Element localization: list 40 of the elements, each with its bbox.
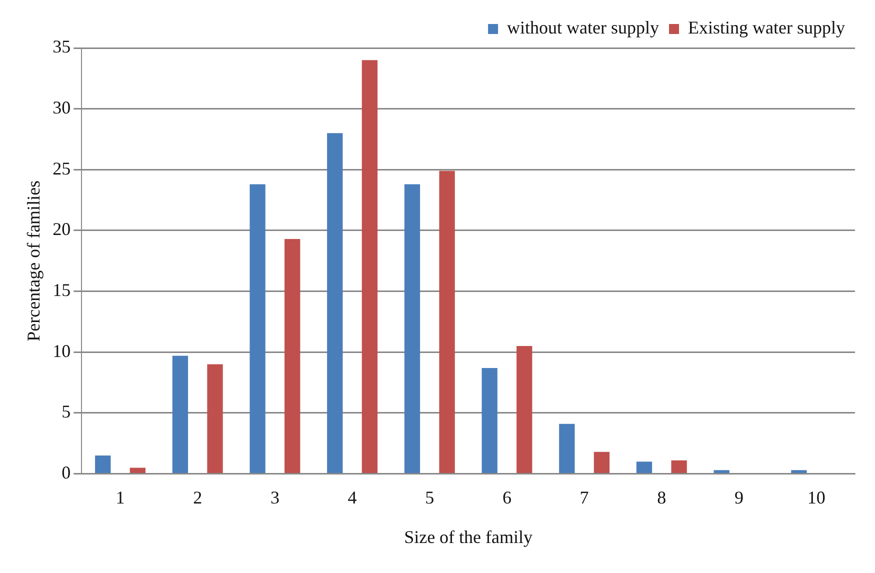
x-axis-title: Size of the family <box>404 526 533 547</box>
x-tick-label: 8 <box>657 487 666 508</box>
x-tick-label: 1 <box>116 487 125 508</box>
bar <box>439 170 455 474</box>
bar <box>671 460 687 474</box>
x-tick-label: 2 <box>193 487 202 508</box>
x-tick-label: 10 <box>807 487 826 508</box>
y-axis-title: Percentage of families <box>24 180 44 342</box>
bar <box>250 184 266 474</box>
x-tick-label: 4 <box>348 487 357 508</box>
x-tick-label: 5 <box>425 487 434 508</box>
bar <box>791 470 807 474</box>
bar <box>714 470 730 474</box>
bar <box>404 184 420 474</box>
bar <box>559 424 575 474</box>
bar <box>594 452 610 474</box>
x-tick-label: 3 <box>270 487 280 508</box>
x-tick-label: 7 <box>580 487 589 508</box>
bar <box>636 462 652 474</box>
y-tick-label: 15 <box>52 280 71 300</box>
bar <box>284 239 300 474</box>
x-tick-label: 6 <box>502 487 512 508</box>
bar <box>516 346 532 474</box>
bar <box>362 60 378 474</box>
y-tick-label: 5 <box>62 402 71 422</box>
bar <box>172 356 188 474</box>
bar <box>130 468 146 474</box>
y-tick-label: 35 <box>52 36 71 57</box>
y-tick-label: 30 <box>52 98 71 118</box>
bar <box>482 368 498 474</box>
y-tick-label: 0 <box>62 462 71 483</box>
y-tick-label: 10 <box>52 340 71 361</box>
legend-label: Existing water supply <box>688 18 846 38</box>
bar <box>95 456 111 474</box>
legend-label: without water supply <box>507 18 660 38</box>
y-tick-label: 25 <box>52 158 71 178</box>
x-tick-label: 9 <box>734 487 744 508</box>
bar <box>207 364 223 474</box>
y-tick-label: 20 <box>52 219 71 240</box>
bar <box>327 133 343 474</box>
